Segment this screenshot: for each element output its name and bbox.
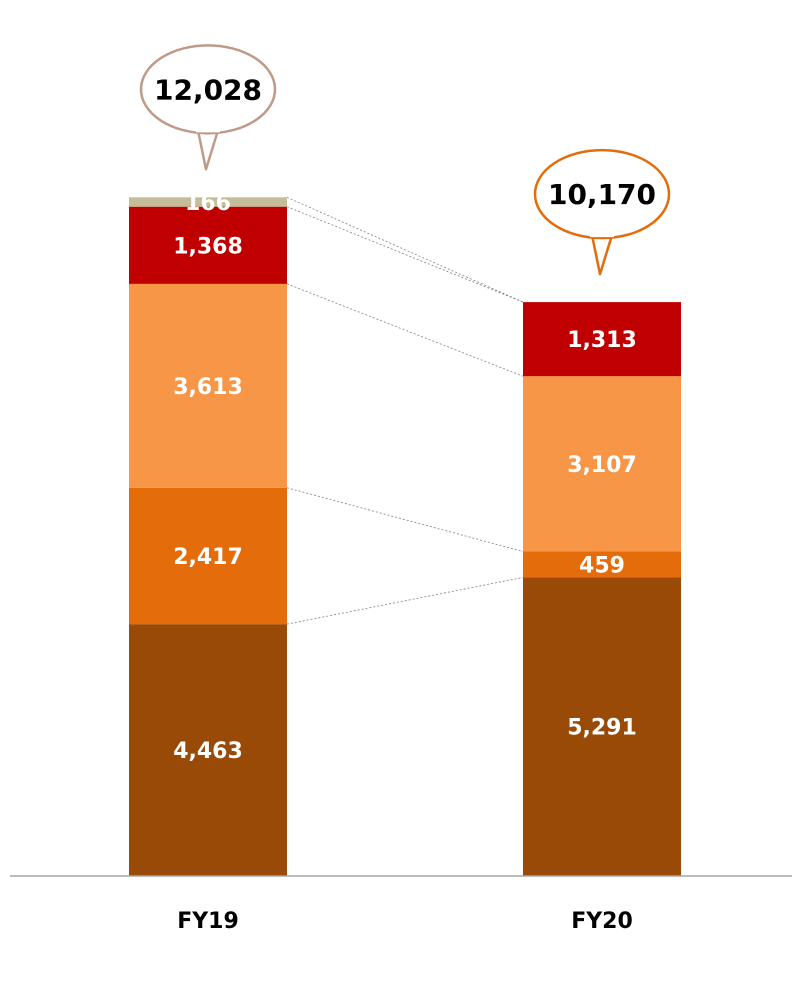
bar-segment-fy19-3 bbox=[129, 206, 287, 284]
connector-line bbox=[286, 196, 524, 303]
segment-label: 3,107 bbox=[567, 453, 637, 478]
bars bbox=[129, 197, 681, 876]
bubble-joint bbox=[196, 124, 220, 133]
bubble-shape bbox=[533, 148, 671, 240]
bubble-tail bbox=[196, 129, 220, 171]
segment-label: 459 bbox=[579, 553, 625, 578]
segment-labels: 4,463 2,417 3,613 1,368 166 5,291 459 3,107 1,31… bbox=[173, 191, 637, 764]
bar-segment-fy19-4 bbox=[129, 197, 287, 207]
total-bubbles: 12,028 10,170 bbox=[139, 44, 671, 276]
category-label-fy20: FY20 bbox=[571, 909, 633, 934]
segment-label: 4,463 bbox=[173, 739, 243, 764]
segment-label: 3,613 bbox=[173, 375, 243, 400]
bar-segment-fy20-1 bbox=[523, 551, 681, 578]
bar-segment-fy19-0 bbox=[129, 624, 287, 876]
connector-line bbox=[286, 487, 524, 552]
connector-line bbox=[286, 577, 524, 625]
bar-segment-fy20-0 bbox=[523, 577, 681, 876]
bar-segment-fy20-2 bbox=[523, 376, 681, 552]
bubble-joint bbox=[590, 229, 614, 238]
total-bubble-fy19: 12,028 bbox=[139, 44, 277, 171]
segment-label: 1,313 bbox=[567, 328, 637, 353]
bar-segment-fy19-2 bbox=[129, 283, 287, 488]
category-labels: FY19 FY20 bbox=[177, 909, 633, 934]
connector-line bbox=[286, 283, 524, 377]
bubble-tail bbox=[590, 234, 614, 276]
segment-label: 166 bbox=[185, 191, 231, 216]
bar-segment-fy19-1 bbox=[129, 487, 287, 625]
connector-lines bbox=[286, 196, 524, 625]
segment-label: 2,417 bbox=[173, 545, 243, 570]
total-label: 10,170 bbox=[548, 178, 656, 211]
segment-label: 5,291 bbox=[567, 716, 637, 741]
segment-label: 1,368 bbox=[173, 234, 243, 259]
total-bubble-fy20: 10,170 bbox=[533, 148, 671, 276]
category-label-fy19: FY19 bbox=[177, 909, 239, 934]
bar-segment-fy20-3 bbox=[523, 302, 681, 377]
connector-line bbox=[286, 206, 524, 303]
bubble-shape bbox=[139, 44, 277, 135]
total-label: 12,028 bbox=[154, 73, 262, 106]
